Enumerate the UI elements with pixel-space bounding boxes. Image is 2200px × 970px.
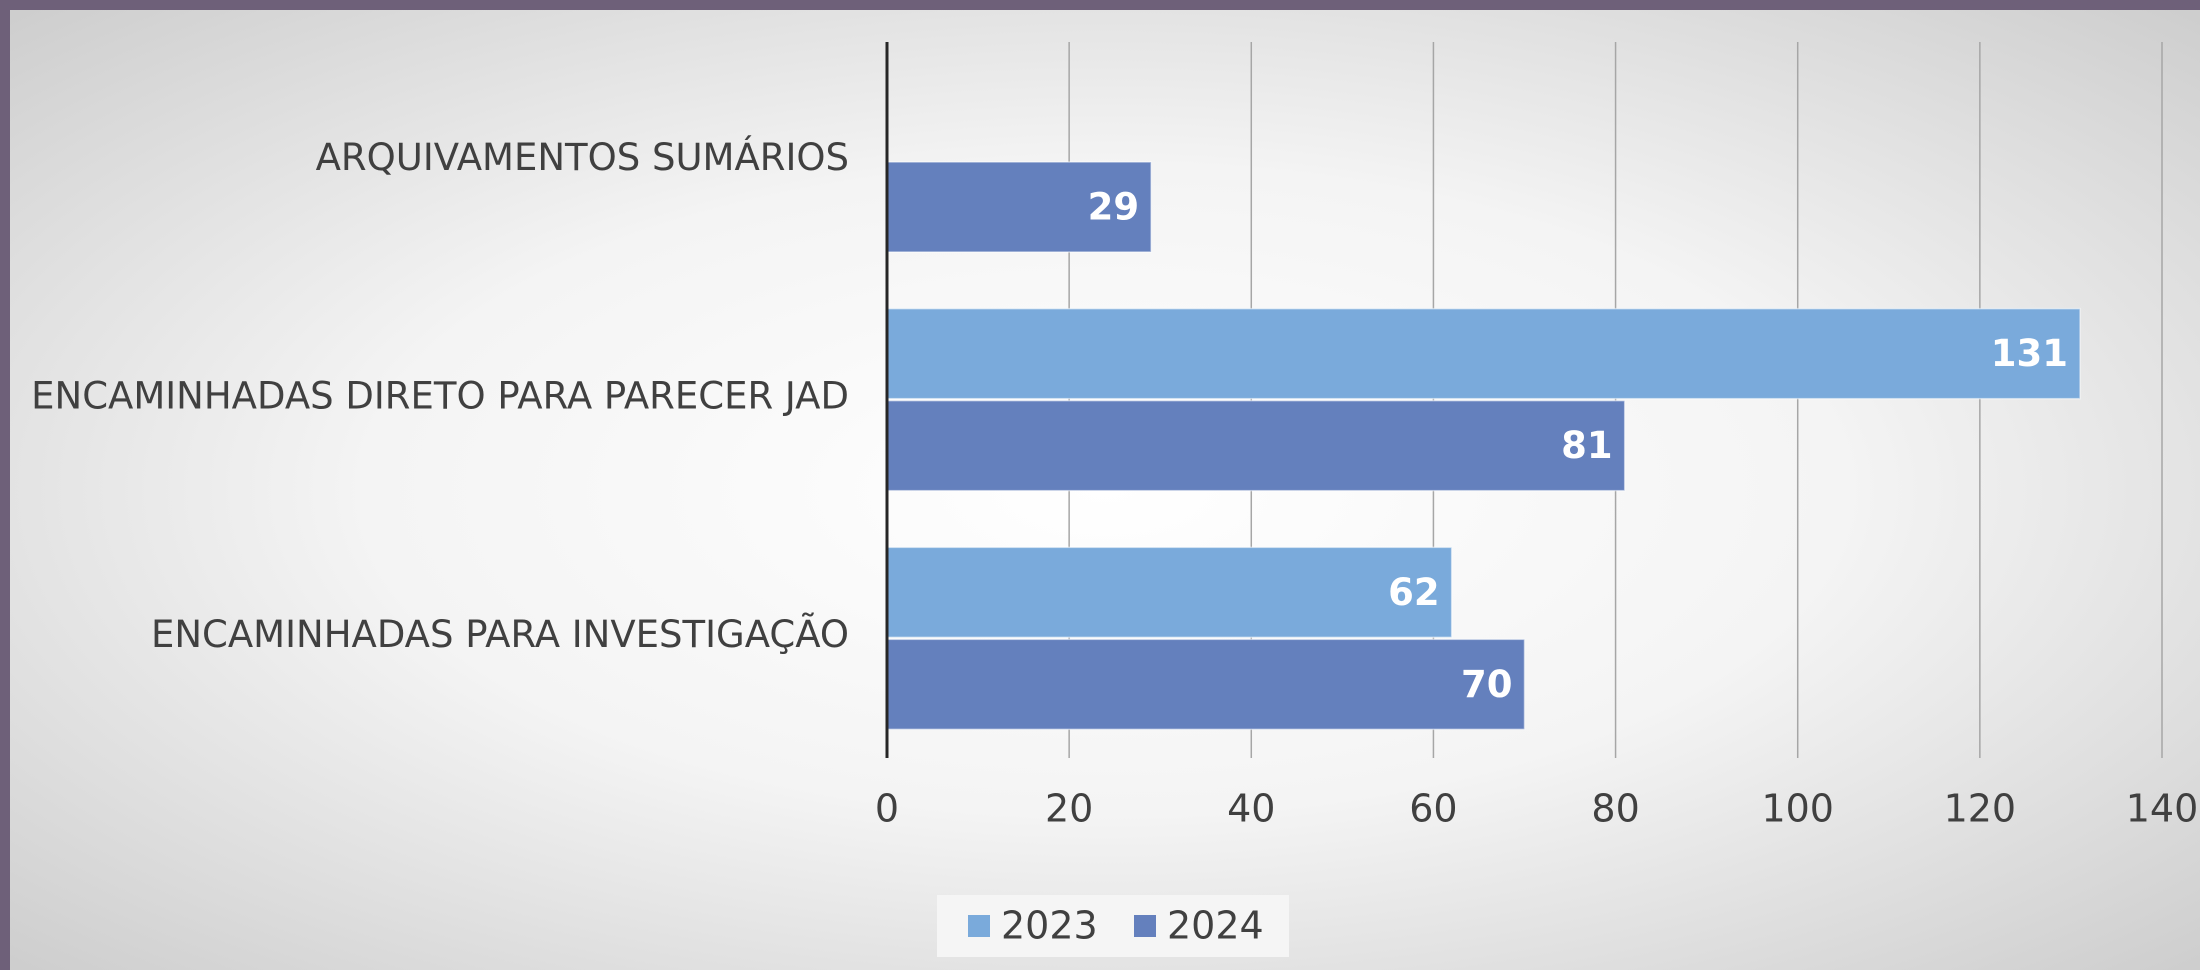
data-label: 131 [1991,332,2068,375]
legend-label: 2024 [1167,904,1264,948]
x-tick-label: 20 [1045,787,1093,831]
bar [886,307,2081,400]
data-label: 70 [1461,663,1513,706]
bar [886,161,1152,253]
legend-label: 2023 [1001,904,1098,948]
category-label: ENCAMINHADAS DIRETO PARA PARECER JAD [31,375,849,418]
legend-swatch [968,915,990,937]
bar [886,546,1453,639]
bar [886,399,1626,492]
bar [886,638,1526,731]
data-label: 81 [1561,424,1613,467]
legend-box [937,895,1289,957]
x-tick-label: 60 [1409,787,1457,831]
x-tick-label: 0 [875,787,899,831]
data-label: 29 [1088,186,1140,229]
x-tick-label: 120 [1944,787,2017,831]
x-tick-label: 40 [1227,787,1275,831]
x-tick-label: 80 [1591,787,1639,831]
category-label: ARQUIVAMENTOS SUMÁRIOS [316,135,849,179]
data-label: 62 [1388,571,1440,614]
legend-swatch [1134,915,1156,937]
x-tick-label: 140 [2126,787,2199,831]
category-label: ENCAMINHADAS PARA INVESTIGAÇÃO [151,612,849,656]
x-tick-label: 100 [1761,787,1834,831]
